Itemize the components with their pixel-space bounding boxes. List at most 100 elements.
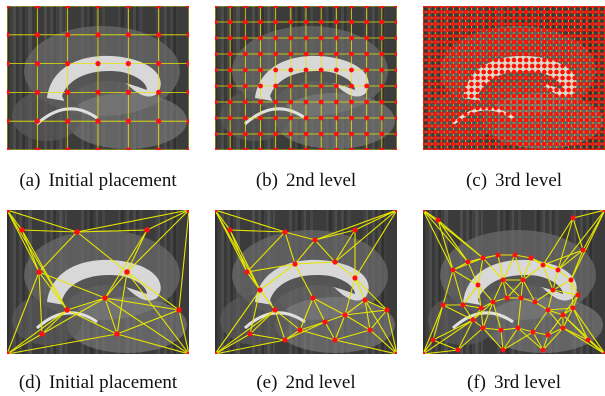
- grid-node: [273, 19, 279, 25]
- grid-node: [156, 118, 162, 124]
- grid-node: [432, 15, 438, 21]
- caption-a-tag: (a): [19, 170, 41, 191]
- grid-node: [505, 117, 511, 123]
- grid-node: [487, 141, 493, 147]
- grid-node: [318, 6, 324, 9]
- grid-node: [554, 63, 559, 69]
- grid-node: [438, 81, 444, 87]
- mesh-node: [518, 295, 524, 301]
- mesh-edge: [334, 339, 397, 354]
- grid-node: [511, 147, 517, 150]
- grid-node: [602, 105, 605, 111]
- caption-d: (d) Initial placement: [0, 372, 198, 394]
- grid-node: [487, 27, 493, 33]
- grid-node: [469, 75, 474, 81]
- grid-node: [590, 39, 596, 45]
- grid-node: [511, 117, 517, 123]
- mesh-edge: [502, 254, 516, 281]
- grid-node: [596, 45, 602, 51]
- grid-node: [517, 87, 523, 93]
- mesh-node: [114, 331, 120, 337]
- grid-node: [499, 6, 505, 9]
- grid-node: [215, 83, 218, 89]
- grid-node: [288, 131, 294, 137]
- mesh-edge: [570, 249, 584, 281]
- grid-node: [432, 123, 438, 129]
- grid-node: [499, 135, 505, 141]
- grid-node: [349, 35, 354, 41]
- grid-node: [475, 9, 480, 15]
- grid-node: [529, 27, 535, 33]
- grid-node: [505, 135, 511, 141]
- grid-node: [463, 111, 468, 117]
- grid-node: [379, 6, 385, 9]
- grid-node: [475, 117, 480, 123]
- mesh-edge: [562, 314, 589, 341]
- grid-node: [493, 129, 499, 135]
- texture-streak: [227, 210, 231, 354]
- grid-node: [444, 111, 450, 117]
- grid-node: [469, 6, 474, 9]
- grid-node: [438, 33, 444, 39]
- grid-node: [475, 141, 480, 147]
- mesh-edge: [423, 339, 434, 354]
- mesh-edge: [542, 334, 549, 351]
- grid-node: [463, 87, 468, 93]
- grid-node: [432, 75, 438, 81]
- grid-node: [584, 117, 590, 123]
- grid-node: [438, 117, 444, 123]
- mesh-edge: [480, 307, 484, 329]
- grid-node: [475, 81, 480, 87]
- mesh-node: [498, 327, 504, 333]
- mesh-edge: [259, 263, 296, 291]
- grid-node: [318, 19, 324, 25]
- grid-node: [475, 57, 480, 63]
- grid-node: [444, 9, 450, 15]
- mesh-edge: [354, 277, 388, 311]
- grid-node: [493, 69, 499, 75]
- grid-node: [423, 63, 426, 69]
- grid-node: [560, 135, 565, 141]
- grid-node: [125, 118, 131, 124]
- grid-node: [542, 27, 547, 33]
- grid-node: [7, 89, 10, 95]
- texture-streak: [10, 210, 14, 354]
- grid-node: [457, 147, 462, 150]
- grid-node: [487, 111, 493, 117]
- grid-node: [602, 123, 605, 129]
- corpus-callosum: [47, 259, 161, 305]
- grid-node: [578, 135, 584, 141]
- grid-node: [288, 6, 294, 9]
- grid-node: [364, 99, 370, 105]
- grid-node: [451, 51, 456, 57]
- grid-node: [535, 147, 541, 150]
- mesh-node: [480, 255, 486, 261]
- mesh-edge: [249, 333, 286, 341]
- mesh-edge: [334, 229, 356, 263]
- grid-node: [125, 89, 131, 95]
- mesh-edge: [477, 284, 482, 309]
- mesh-node: [602, 351, 605, 354]
- grid-node: [511, 45, 517, 51]
- mesh-edge: [452, 269, 479, 286]
- grid-node: [432, 135, 438, 141]
- grid-node: [475, 15, 480, 21]
- mesh-node: [490, 299, 496, 305]
- grid-node: [499, 15, 505, 21]
- grid-node: [566, 99, 571, 105]
- mesh-node: [423, 210, 426, 213]
- brainstem-region: [483, 297, 603, 353]
- grid-node: [499, 27, 505, 33]
- grid-node: [481, 117, 486, 123]
- grid-node: [457, 15, 462, 21]
- grid-node: [303, 83, 309, 89]
- mesh-edge: [41, 309, 68, 335]
- grid-node: [493, 111, 499, 117]
- grid-node: [554, 33, 559, 39]
- grid-node: [517, 105, 523, 111]
- grid-node: [572, 129, 577, 135]
- grid-node: [227, 147, 233, 150]
- grid-node: [542, 99, 547, 105]
- grid-node: [186, 147, 189, 150]
- grid-node: [227, 83, 233, 89]
